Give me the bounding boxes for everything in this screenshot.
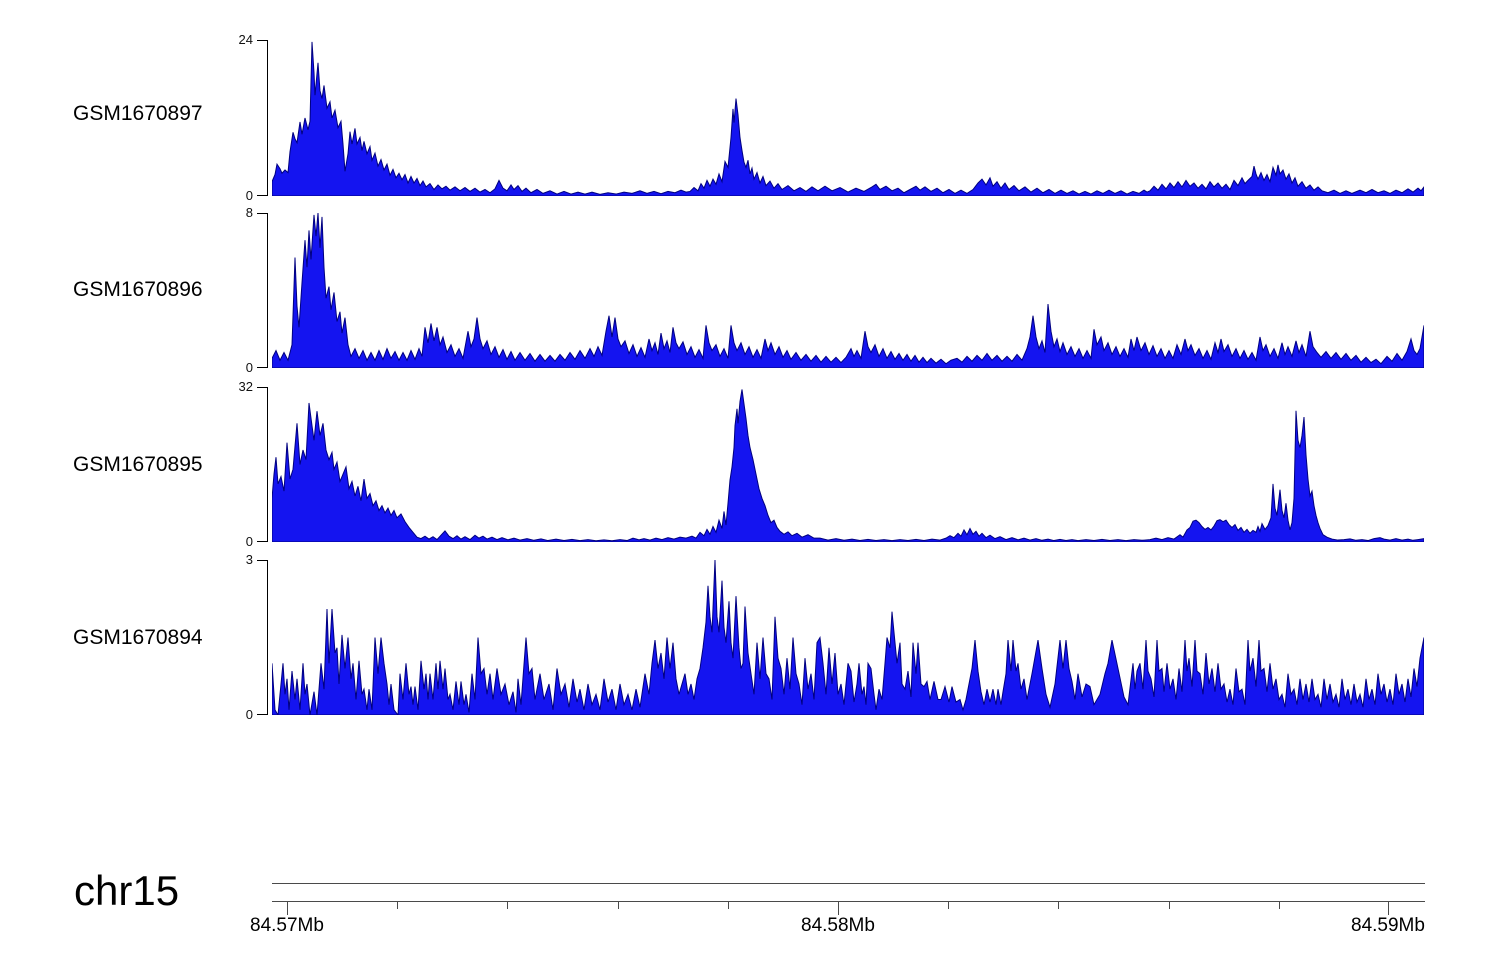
track4-ymin-label: 0 — [245, 707, 253, 722]
track2-ymin-label: 0 — [245, 360, 253, 375]
genome-axis-ticks — [272, 902, 1425, 918]
track4-y-axis-bracket — [257, 560, 268, 715]
track3-ymin-label: 0 — [245, 534, 253, 549]
axis-tick — [948, 902, 950, 909]
track3-ymax-label: 32 — [238, 379, 253, 394]
axis-tick — [1388, 902, 1390, 915]
track4-ymax-label: 3 — [245, 552, 253, 567]
axis-tick — [1279, 902, 1281, 909]
signal-polygon — [272, 213, 1424, 368]
track3-y-axis-bracket — [257, 387, 268, 542]
track-label-gsm1670897: GSM1670897 — [73, 102, 203, 125]
track2-signal-area — [272, 213, 1424, 368]
track1-ymax-label: 24 — [238, 32, 253, 47]
axis-label-84-59mb: 84.59Mb — [1351, 915, 1425, 936]
track4-signal-area — [272, 560, 1424, 715]
signal-polygon — [272, 389, 1424, 542]
axis-tick — [728, 902, 730, 909]
chromosome-label: chr15 — [74, 867, 180, 914]
genome-axis-top-line — [272, 883, 1425, 885]
genome-axis-range-line — [272, 901, 1425, 903]
track-label-gsm1670896: GSM1670896 — [73, 278, 203, 301]
track1-signal-area — [272, 41, 1424, 196]
axis-tick — [1169, 902, 1171, 909]
axis-tick — [1058, 902, 1060, 909]
signal-polygon — [272, 41, 1424, 196]
axis-label-84-58mb: 84.58Mb — [801, 915, 875, 936]
axis-tick — [397, 902, 399, 909]
track3-signal-area — [272, 389, 1424, 542]
track-label-gsm1670895: GSM1670895 — [73, 453, 203, 476]
axis-tick — [507, 902, 509, 909]
axis-tick — [287, 902, 289, 915]
track-label-gsm1670894: GSM1670894 — [73, 626, 203, 649]
track2-ymax-label: 8 — [245, 205, 253, 220]
track1-ymin-label: 0 — [245, 188, 253, 203]
track2-y-axis-bracket — [257, 213, 268, 368]
signal-polygon — [272, 560, 1424, 715]
axis-label-84-57mb: 84.57Mb — [250, 915, 324, 936]
track1-y-axis-bracket — [257, 40, 268, 196]
axis-tick — [618, 902, 620, 909]
axis-tick — [838, 902, 840, 915]
